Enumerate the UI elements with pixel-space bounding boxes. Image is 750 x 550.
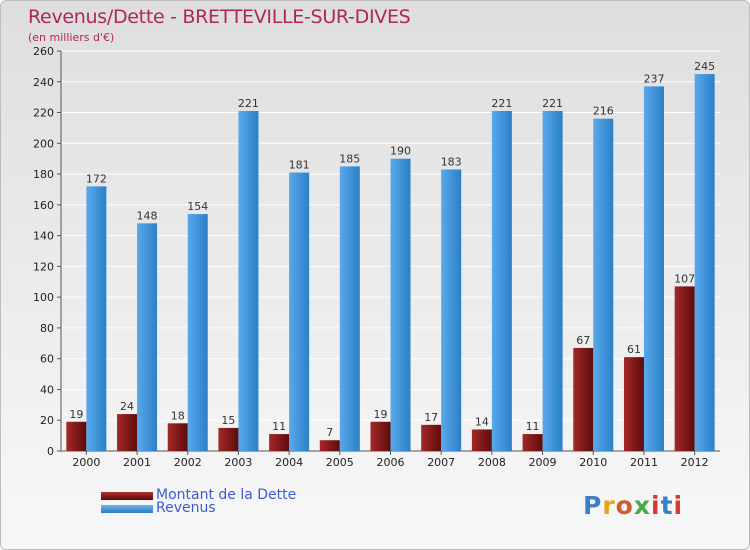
bar-debt [66, 421, 87, 451]
bar-debt [471, 429, 492, 451]
y-tick-label: 240 [33, 76, 54, 89]
legend-swatch-debt [101, 492, 153, 500]
bar-debt [167, 423, 188, 451]
data-labels: 19 172 24 148 18 154 15 221 11 181 7 185 19 190 17 183 1… [69, 60, 715, 439]
data-label-debt: 7 [326, 426, 333, 439]
bar-revenue [339, 166, 360, 451]
x-tick-label: 2011 [630, 456, 658, 469]
x-tick-label: 2004 [275, 456, 303, 469]
data-label-debt: 11 [272, 420, 286, 433]
y-tick-label: 160 [33, 199, 54, 212]
y-tick-label: 40 [40, 383, 54, 396]
bar-debt [370, 421, 391, 451]
data-label-revenue: 216 [593, 105, 614, 118]
data-label-revenue: 183 [441, 155, 462, 168]
data-label-debt: 61 [627, 343, 641, 356]
y-tick-label: 180 [33, 168, 54, 181]
x-tick-label: 2000 [72, 456, 100, 469]
bar-debt [522, 434, 543, 451]
y-tick-label: 120 [33, 260, 54, 273]
bar-debt [269, 434, 290, 451]
y-tick-label: 0 [47, 445, 54, 458]
x-tick-label: 2001 [123, 456, 151, 469]
x-tick-label: 2008 [478, 456, 506, 469]
x-tick-label: 2010 [579, 456, 607, 469]
bar-revenue [441, 169, 462, 451]
x-tick-label: 2012 [681, 456, 709, 469]
data-label-debt: 24 [120, 400, 134, 413]
data-label-debt: 15 [221, 414, 235, 427]
data-label-debt: 19 [374, 408, 388, 421]
bar-revenue [694, 74, 715, 452]
bar-revenue [643, 86, 664, 451]
bar-revenue [86, 186, 107, 451]
data-label-revenue: 237 [643, 72, 664, 85]
data-label-revenue: 190 [390, 145, 411, 158]
legend-label-debt: Montant de la Dette [156, 487, 297, 503]
data-label-revenue: 148 [137, 209, 158, 222]
x-tick-label: 2003 [224, 456, 252, 469]
data-label-revenue: 185 [339, 152, 360, 165]
y-tick-label: 260 [33, 45, 54, 58]
data-label-debt: 67 [576, 334, 590, 347]
x-tick-label: 2007 [427, 456, 455, 469]
bar-revenue [390, 158, 411, 451]
data-label-debt: 11 [526, 420, 540, 433]
data-label-revenue: 245 [694, 60, 715, 73]
data-label-debt: 17 [424, 411, 438, 424]
bar-revenue [593, 118, 614, 451]
y-tick-label: 140 [33, 230, 54, 243]
bar-revenue [187, 214, 208, 451]
chart-title: Revenus/Dette - BRETTEVILLE-SUR-DIVES [28, 6, 411, 28]
bar-debt [117, 414, 138, 451]
bar-revenue [238, 111, 259, 451]
bar-debt [623, 357, 644, 451]
y-tick-label: 60 [40, 353, 54, 366]
data-label-debt: 18 [171, 409, 185, 422]
y-tick-label: 20 [40, 414, 54, 427]
x-tick-label: 2006 [377, 456, 405, 469]
y-tick-label: 100 [33, 291, 54, 304]
data-label-revenue: 154 [187, 200, 208, 213]
x-tick-label: 2009 [529, 456, 557, 469]
data-label-debt: 107 [674, 272, 695, 285]
y-tick-label: 200 [33, 137, 54, 150]
bar-revenue [542, 111, 563, 451]
bars [66, 74, 715, 452]
bar-debt [674, 286, 695, 451]
data-label-revenue: 172 [86, 172, 107, 185]
bar-revenue [137, 223, 158, 451]
data-label-revenue: 221 [542, 97, 563, 110]
bar-revenue [491, 111, 512, 451]
data-label-debt: 19 [69, 408, 83, 421]
bar-revenue [289, 172, 310, 452]
data-label-revenue: 221 [238, 97, 259, 110]
x-tick-label: 2002 [174, 456, 202, 469]
bar-debt [319, 440, 340, 451]
bar-debt [573, 347, 594, 451]
legend-label-revenue: Revenus [156, 500, 216, 516]
proxiti-logo: Proxiti [583, 491, 684, 520]
bar-debt [421, 424, 442, 451]
bar-debt [218, 427, 239, 451]
x-tick-label: 2005 [326, 456, 354, 469]
data-label-revenue: 221 [491, 97, 512, 110]
axes: 0 20 40 60 80 100 120 140 160 180 200 220 240 260 2000… [33, 45, 720, 469]
data-label-debt: 14 [475, 415, 489, 428]
y-tick-label: 220 [33, 107, 54, 120]
chart-subtitle: (en milliers d'€) [28, 31, 115, 44]
y-tick-label: 80 [40, 322, 54, 335]
data-label-revenue: 181 [289, 159, 310, 172]
legend-swatch-revenue [101, 505, 153, 513]
